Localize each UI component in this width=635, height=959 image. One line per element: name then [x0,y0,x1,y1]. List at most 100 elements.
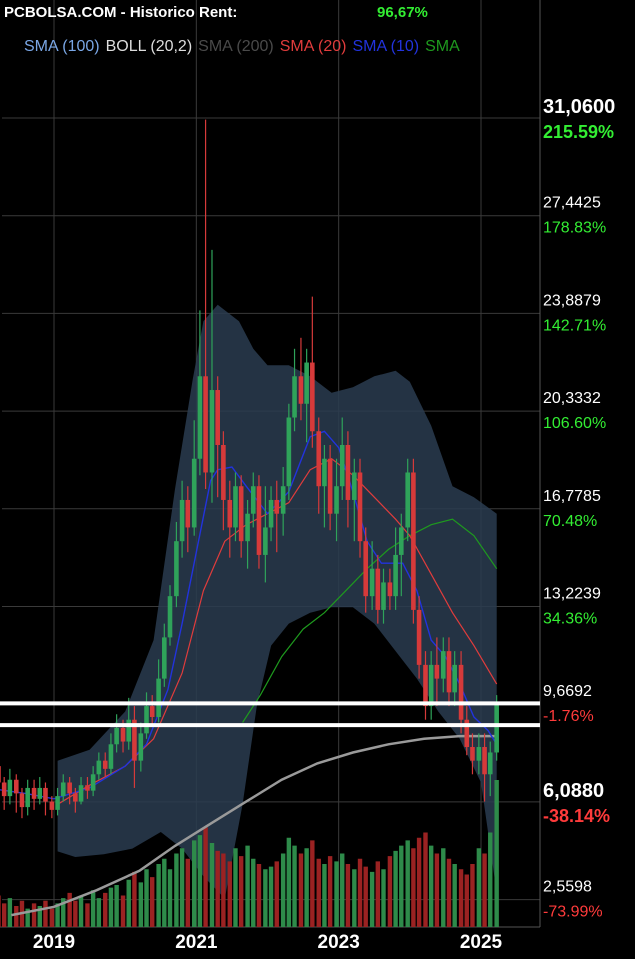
candle-body-55 [310,362,315,432]
volume-bar-76 [434,853,440,927]
volume-bar-11 [49,908,55,927]
candle-body-72 [411,472,416,610]
header-title: PCBOLSA.COM - Historico Rent: [4,4,238,21]
volume-bar-19 [96,898,102,927]
y-tick-price-0: 31,0600 [543,96,615,118]
candle-body-63 [357,472,363,542]
candle-body-13 [60,782,66,797]
y-tick-pct-8: -73.99% [543,904,603,921]
y-tick-pct-0: 215.59% [543,122,614,142]
candle-body-29 [156,678,161,718]
volume-bar-36 [197,835,203,927]
volume-bar-58 [327,856,333,927]
y-tick-price-6: 9,6692 [543,683,592,700]
candle-body-5 [13,779,19,794]
volume-bar-4 [7,898,13,927]
boll-band-fill [57,304,497,899]
volume-bar-44 [245,845,250,927]
volume-bar-64 [363,866,368,927]
candle-body-58 [327,458,333,514]
candle-body-86 [494,703,499,753]
candle-body-41 [227,499,233,528]
y-tick-pct-3: 106.60% [543,415,606,432]
candle-body-52 [292,376,297,418]
volume-bar-53 [298,853,304,927]
bollinger-bands [57,304,497,899]
candle-body-82 [470,747,475,761]
candle-body-53 [298,376,304,404]
legend-sma: SMA [425,38,460,55]
volume-bar-8 [31,903,37,927]
candle-body-7 [25,787,30,808]
volume-bar-67 [381,869,386,927]
candle-body-56 [316,431,322,487]
candle-body-42 [233,486,238,528]
y-tick-pct-1: 178.83% [543,220,606,237]
volume-bar-51 [286,837,292,927]
candle-body-69 [393,554,398,597]
candle-body-50 [280,486,286,514]
legend-sma20: SMA (20) [279,38,347,55]
volume-bar-9 [37,906,42,927]
candle-body-47 [263,527,268,555]
candle-body-65 [369,568,375,597]
volume-bar-80 [458,869,464,927]
volume-bar-47 [263,869,268,927]
volume-bar-49 [274,861,279,927]
candle-body-70 [398,527,404,555]
candle-body-39 [215,390,220,445]
x-tick-1: 2021 [175,932,218,953]
volume-bar-61 [345,864,351,927]
candle-body-11 [49,801,55,810]
x-axis-labels: 2019 2021 2023 2025 [33,932,503,953]
candle-body-23 [120,727,126,742]
candle-body-76 [434,664,440,679]
candle-body-62 [352,472,357,500]
candle-body-84 [482,747,487,775]
candle-body-60 [339,444,345,487]
candle-body-26 [138,733,144,761]
volume-bar-48 [268,866,274,927]
candle-body-54 [304,362,309,404]
sma20-line [57,457,498,805]
y-tick-price-1: 27,4425 [543,195,601,212]
volume-bar-18 [90,890,96,927]
volume-bar-15 [73,900,78,927]
candle-body-83 [476,747,482,761]
volume-bar-54 [304,848,309,927]
candlesticks [0,119,499,819]
candle-body-85 [487,752,493,775]
candle-body-16 [78,785,84,802]
volume-bar-23 [120,895,126,927]
volume-bar-62 [352,869,357,927]
y-tick-pct-5: 34.36% [543,611,597,628]
y-tick-price-4: 16,7785 [543,488,601,505]
volume-bar-77 [441,848,446,927]
volume-bar-2 [0,895,1,927]
candle-body-61 [345,444,351,500]
candle-body-18 [90,774,96,791]
volume-bar-84 [482,853,487,927]
volume-bar-52 [292,845,297,927]
volume-bar-71 [405,840,410,927]
candle-body-20 [102,760,108,769]
candle-body-27 [144,706,149,734]
candle-body-35 [191,458,197,528]
volume-bar-24 [126,879,131,927]
volume-bar-40 [221,853,226,927]
candle-body-22 [114,727,119,745]
volume-bar-10 [43,900,48,927]
candle-body-8 [31,787,37,799]
volume-bar-31 [167,869,173,927]
candle-body-79 [452,664,457,693]
volume-bar-17 [85,903,90,927]
volume-bar-29 [156,864,161,927]
y-tick-pct-6: -1.76% [543,708,594,725]
volume-bar-30 [162,858,167,927]
volume-bar-20 [103,892,108,927]
volume-bar-37 [203,827,208,927]
volume-bar-85 [488,832,493,927]
candle-body-75 [428,664,434,707]
candle-body-40 [221,444,226,500]
